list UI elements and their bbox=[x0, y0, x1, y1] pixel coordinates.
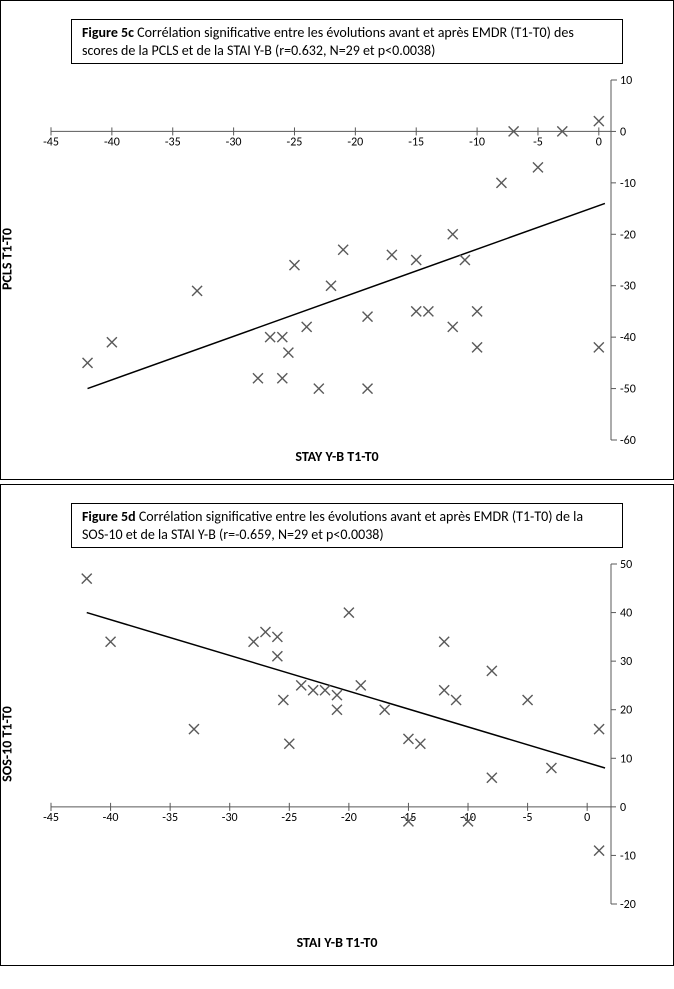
chart-5c-caption-text: Corrélation significative entre les évol… bbox=[82, 24, 574, 59]
chart-5c-container: Figure 5c Corrélation significative entr… bbox=[0, 0, 674, 480]
page: Figure 5c Corrélation significative entr… bbox=[0, 0, 674, 966]
svg-text:-20: -20 bbox=[341, 811, 357, 825]
svg-text:0: 0 bbox=[620, 125, 626, 139]
chart-5c-caption: Figure 5c Corrélation significative entr… bbox=[71, 19, 623, 64]
svg-text:-15: -15 bbox=[408, 135, 424, 149]
svg-text:30: 30 bbox=[620, 655, 632, 669]
svg-text:-30: -30 bbox=[226, 135, 242, 149]
chart-5d-caption-text: Corrélation significative entre les évol… bbox=[82, 508, 583, 543]
chart-5d-caption: Figure 5d Corrélation significative entr… bbox=[71, 503, 623, 548]
chart-5d-container: Figure 5d Corrélation significative entr… bbox=[0, 484, 674, 966]
svg-text:-20: -20 bbox=[347, 135, 363, 149]
svg-text:40: 40 bbox=[620, 607, 632, 621]
svg-text:-35: -35 bbox=[162, 811, 178, 825]
svg-text:20: 20 bbox=[620, 704, 632, 718]
svg-text:-25: -25 bbox=[281, 811, 297, 825]
chart-5c-plot-wrap: PCLS T1-T0 -45-40-35-30-25-20-15-10-50-6… bbox=[1, 72, 673, 446]
chart-5c-caption-bold: Figure 5c bbox=[82, 24, 134, 41]
svg-text:-40: -40 bbox=[104, 135, 120, 149]
svg-text:-45: -45 bbox=[43, 811, 59, 825]
svg-text:-20: -20 bbox=[620, 898, 636, 912]
svg-text:-10: -10 bbox=[460, 811, 476, 825]
svg-text:0: 0 bbox=[584, 811, 590, 825]
svg-text:-60: -60 bbox=[620, 434, 636, 446]
svg-text:10: 10 bbox=[620, 752, 632, 766]
chart-5d-xlabel: STAI Y-B T1-T0 bbox=[1, 932, 673, 965]
svg-text:-25: -25 bbox=[287, 135, 303, 149]
svg-text:0: 0 bbox=[596, 135, 602, 149]
svg-text:-15: -15 bbox=[401, 811, 417, 825]
chart-5c-xlabel: STAY Y-B T1-T0 bbox=[1, 446, 673, 479]
chart-5d-svg: -45 -40 -35 -30 -25 -20 -15 -10 -5 0 -20 -10 0 10 20 30… bbox=[1, 556, 649, 932]
svg-text:-10: -10 bbox=[620, 177, 636, 191]
svg-text:-10: -10 bbox=[469, 135, 485, 149]
svg-text:-5: -5 bbox=[533, 135, 543, 149]
svg-text:-10: -10 bbox=[620, 849, 636, 863]
chart-5d-plot-wrap: SOS-10 T1-T0 -45 -40 -35 -30 -25 -20 -15 -10 -5 0… bbox=[1, 556, 673, 932]
svg-text:-35: -35 bbox=[165, 135, 181, 149]
svg-text:-50: -50 bbox=[620, 383, 636, 397]
svg-text:-20: -20 bbox=[620, 228, 636, 242]
svg-text:-40: -40 bbox=[103, 811, 119, 825]
svg-text:-45: -45 bbox=[43, 135, 59, 149]
svg-text:0: 0 bbox=[620, 801, 626, 815]
svg-text:-40: -40 bbox=[620, 331, 636, 345]
chart-5c-svg: -45-40-35-30-25-20-15-10-50-60-50-40-30-… bbox=[1, 72, 649, 446]
chart-5c-ylabel: PCLS T1-T0 bbox=[0, 228, 16, 290]
chart-5d-ylabel: SOS-10 T1-T0 bbox=[0, 706, 16, 782]
svg-text:50: 50 bbox=[620, 558, 632, 572]
svg-text:-30: -30 bbox=[222, 811, 238, 825]
svg-text:-5: -5 bbox=[523, 811, 533, 825]
svg-text:10: 10 bbox=[620, 74, 632, 88]
chart-5d-caption-bold: Figure 5d bbox=[82, 508, 136, 525]
svg-text:-30: -30 bbox=[620, 280, 636, 294]
